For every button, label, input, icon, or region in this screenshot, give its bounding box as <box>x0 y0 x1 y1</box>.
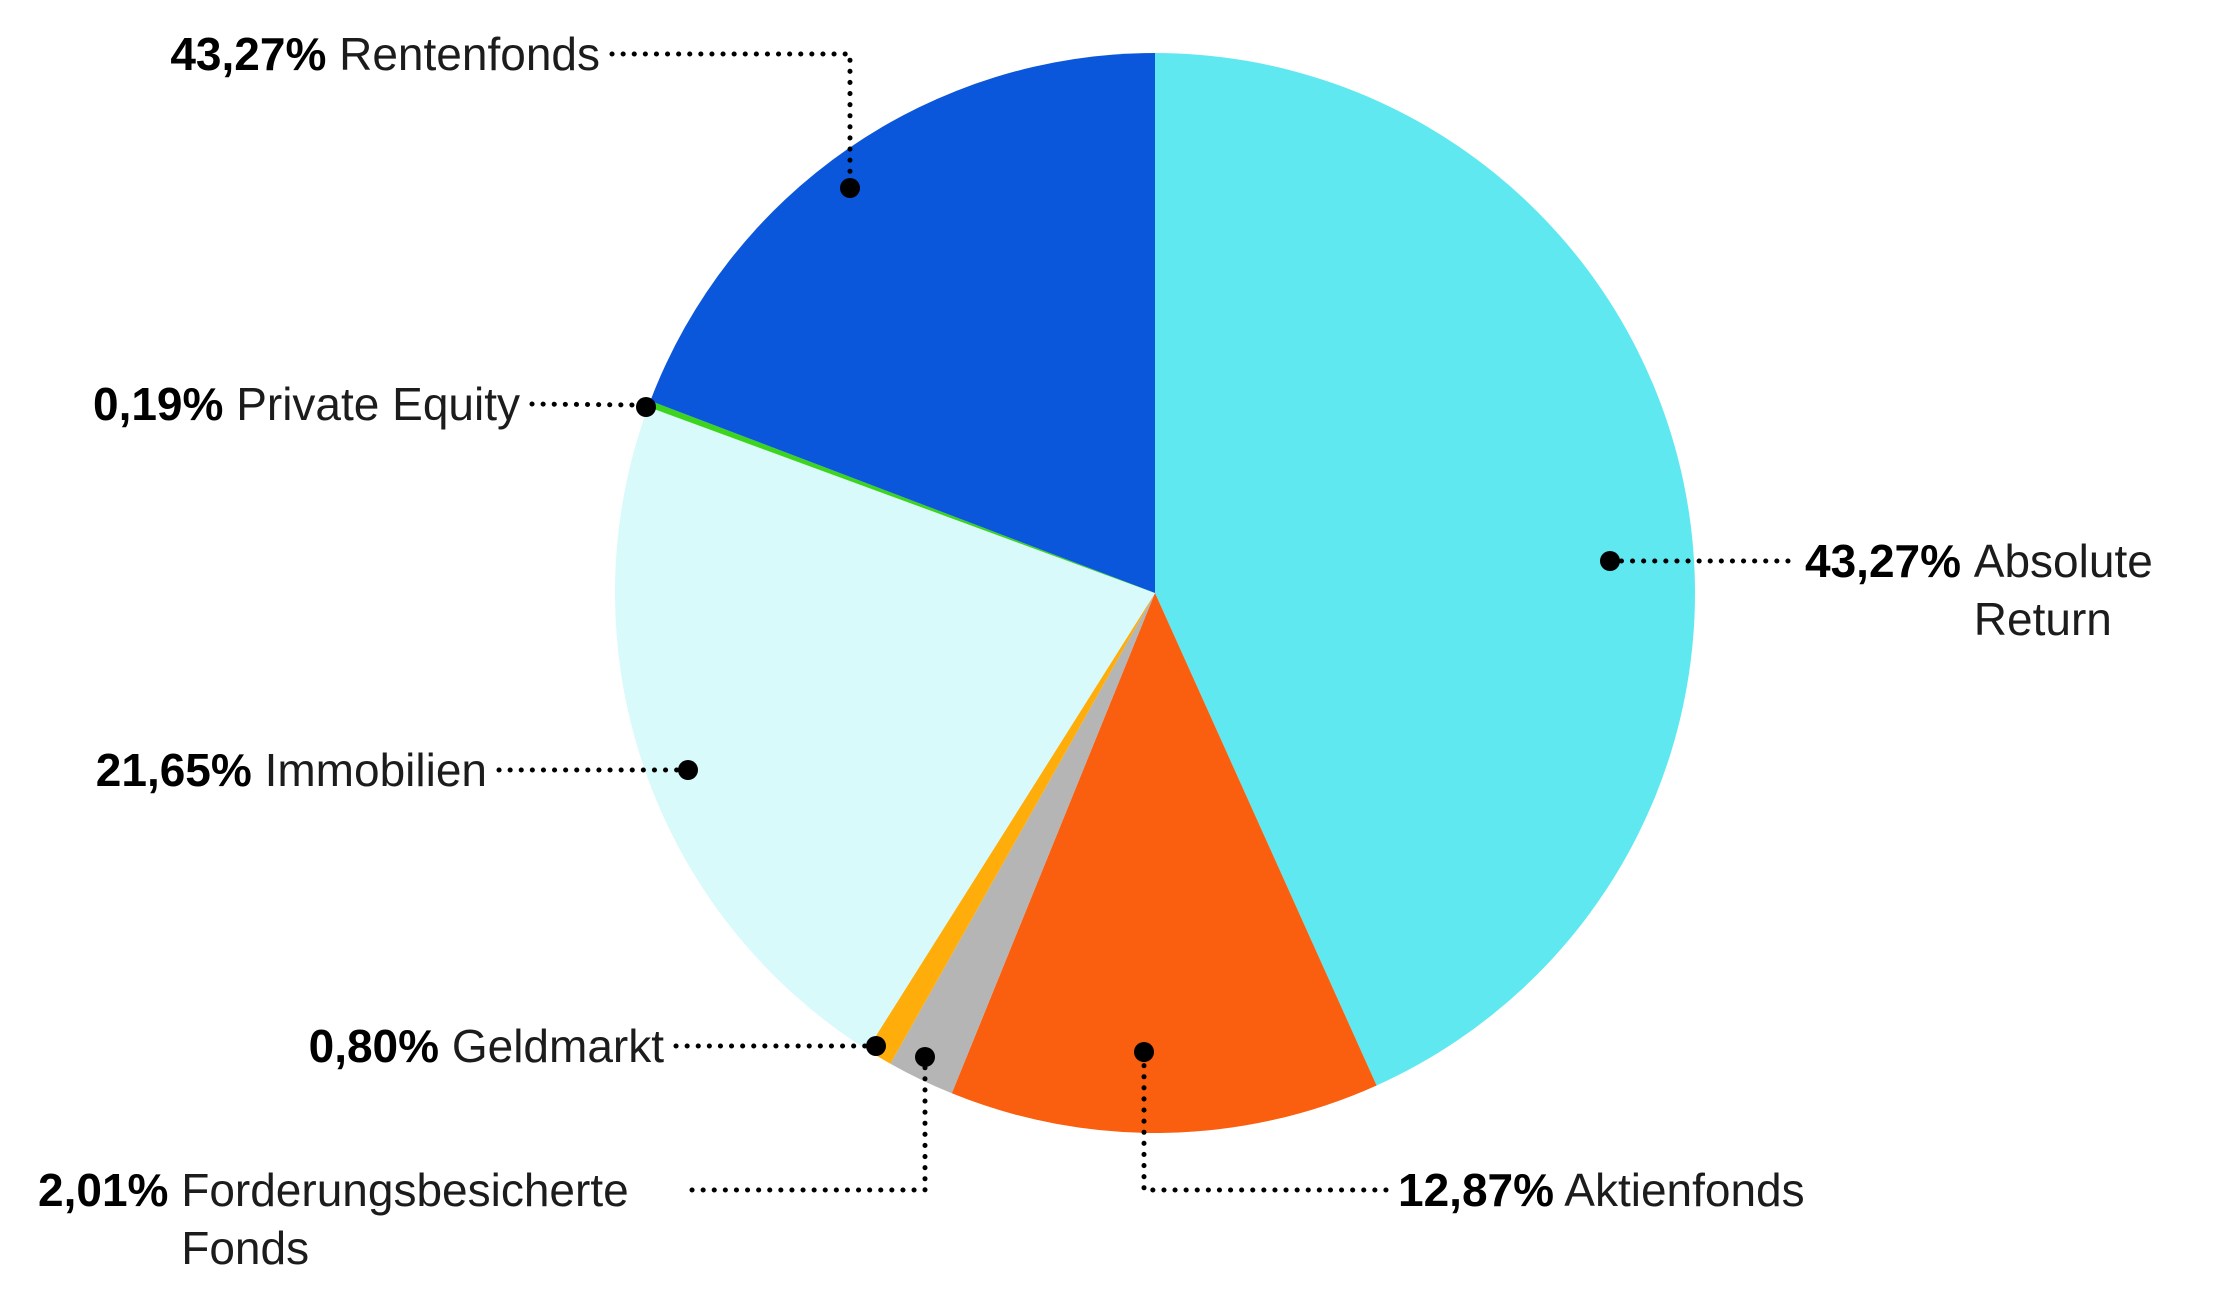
label-aktienfonds: 12,87% Aktienfonds <box>1398 1161 1805 1219</box>
leader-dot-absolute-return <box>1600 551 1620 571</box>
label-rentenfonds: 43,27% Rentenfonds <box>170 25 600 83</box>
absolute-return-pct: 43,27% <box>1805 535 1962 587</box>
pie-slice-absolute-return <box>1155 53 1696 1086</box>
forderungsbesicherte-fonds-name: Forderungsbesicherte Fonds <box>181 1164 629 1274</box>
absolute-return-name: Absolute Return <box>1973 535 2153 645</box>
aktienfonds-name: Aktienfonds <box>1564 1164 1805 1216</box>
pie-slice-immobilien <box>614 406 1155 1050</box>
pie-slice-geldmarkt <box>867 593 1155 1064</box>
rentenfonds-pct: 43,27% <box>170 28 327 80</box>
forderungsbesicherte-fonds-pct: 2,01% <box>38 1164 169 1216</box>
leader-line-aktienfonds <box>1141 1056 1389 1193</box>
label-forderungsbesicherte-fonds: 2,01% Forderungsbesicherte Fonds <box>38 1161 681 1277</box>
pie-slice-forderungsbesicherte-fonds <box>890 593 1155 1094</box>
label-private-equity: 0,19% Private Equity <box>93 375 520 433</box>
leader-dot-geldmarkt <box>866 1036 886 1056</box>
leader-dot-forderungsbesicherte-fonds <box>915 1047 935 1067</box>
label-absolute-return: 43,27% Absolute Return <box>1805 532 2184 648</box>
geldmarkt-name: Geldmarkt <box>451 1020 664 1072</box>
leader-line-rentenfonds <box>609 51 853 185</box>
pie-slice-aktienfonds <box>951 593 1377 1134</box>
label-immobilien: 21,65% Immobilien <box>96 741 487 799</box>
rentenfonds-name: Rentenfonds <box>339 28 600 80</box>
private-equity-pct: 0,19% <box>92 378 224 430</box>
immobilien-pct: 21,65% <box>95 744 252 796</box>
immobilien-name: Immobilien <box>264 744 487 796</box>
aktienfonds-pct: 12,87% <box>1398 1164 1555 1216</box>
label-geldmarkt: 0,80% Geldmarkt <box>309 1017 664 1075</box>
leader-line-forderungsbesicherte-fonds <box>689 1061 928 1193</box>
leader-line-private-equity <box>529 401 641 408</box>
leader-dot-rentenfonds <box>840 178 860 198</box>
leader-dot-private-equity <box>636 397 656 417</box>
pie-slice-private-equity <box>648 400 1155 593</box>
leader-dot-aktienfonds <box>1134 1042 1154 1062</box>
geldmarkt-pct: 0,80% <box>308 1020 440 1072</box>
leader-dot-immobilien <box>678 760 698 780</box>
private-equity-name: Private Equity <box>236 378 520 430</box>
pie-slice-rentenfonds <box>650 53 1155 593</box>
